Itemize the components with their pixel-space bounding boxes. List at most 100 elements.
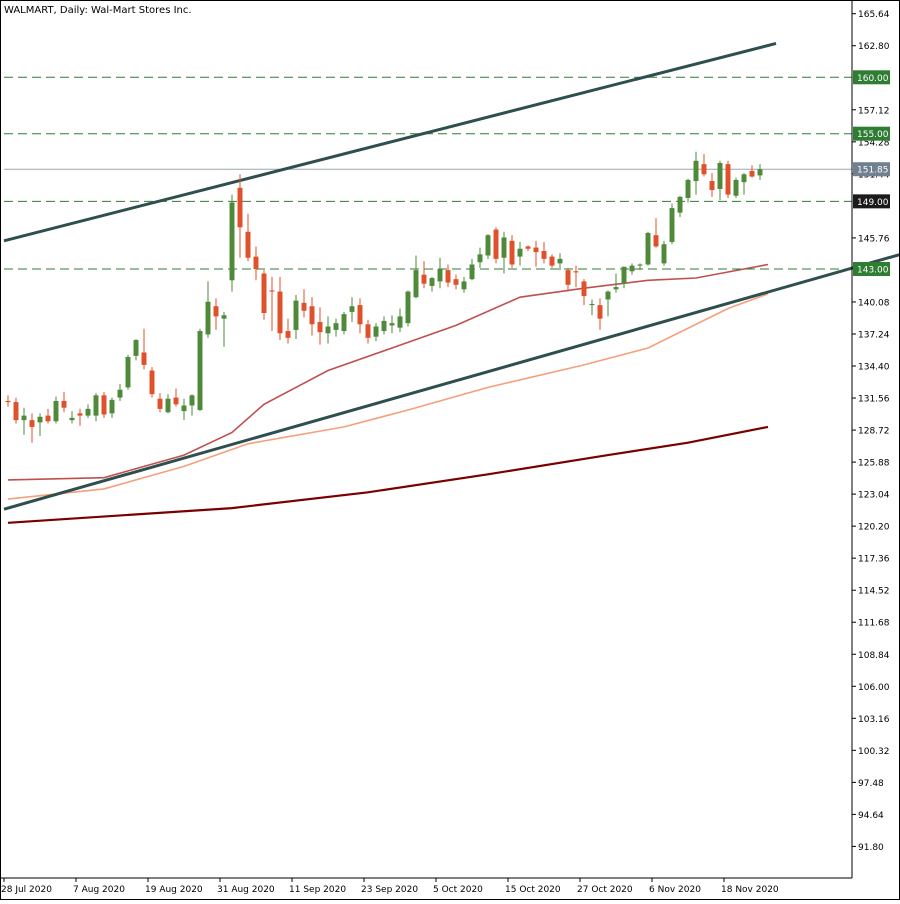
candle-body[interactable]: [317, 322, 323, 333]
candle-body[interactable]: [693, 160, 699, 182]
candle-body[interactable]: [477, 254, 483, 263]
candle-body[interactable]: [413, 270, 419, 298]
candle-body[interactable]: [93, 395, 99, 416]
candle-body[interactable]: [501, 237, 507, 258]
candle-body[interactable]: [309, 306, 315, 325]
candle-body[interactable]: [181, 405, 187, 412]
candle-body[interactable]: [589, 303, 595, 306]
candle-body[interactable]: [253, 256, 259, 270]
candle-body[interactable]: [445, 270, 451, 283]
candle-body[interactable]: [325, 326, 331, 334]
candle-body[interactable]: [141, 352, 147, 365]
candle-body[interactable]: [341, 314, 347, 332]
candle-body[interactable]: [541, 250, 547, 259]
candle-body[interactable]: [301, 302, 307, 311]
trendline-lower-channel[interactable]: [3, 235, 900, 511]
candle-body[interactable]: [685, 179, 691, 198]
candle-body[interactable]: [669, 208, 675, 242]
candle-body[interactable]: [597, 305, 603, 319]
candle-body[interactable]: [645, 232, 651, 265]
candle-body[interactable]: [29, 420, 35, 427]
candle-body[interactable]: [757, 169, 763, 176]
candle-body[interactable]: [557, 258, 563, 264]
candle-body[interactable]: [517, 248, 523, 257]
candle-body[interactable]: [197, 331, 203, 410]
candle-body[interactable]: [749, 170, 755, 177]
candle-body[interactable]: [733, 179, 739, 196]
candle-body[interactable]: [533, 247, 539, 253]
candle-body[interactable]: [549, 256, 555, 266]
candle-body[interactable]: [213, 306, 219, 317]
candle-body[interactable]: [101, 395, 107, 415]
candle-body[interactable]: [661, 244, 667, 264]
candle-body[interactable]: [741, 174, 747, 183]
candle-body[interactable]: [405, 291, 411, 324]
candle-body[interactable]: [421, 274, 427, 284]
candle-body[interactable]: [5, 400, 11, 403]
candle-body[interactable]: [117, 389, 123, 398]
candle-body[interactable]: [173, 397, 179, 405]
candle-body[interactable]: [189, 395, 195, 406]
candle-body[interactable]: [229, 202, 235, 281]
candle-body[interactable]: [277, 291, 283, 334]
candle-body[interactable]: [653, 235, 659, 247]
candle-body[interactable]: [509, 240, 515, 265]
candle-body[interactable]: [109, 399, 115, 414]
candle-body[interactable]: [333, 323, 339, 330]
candle-body[interactable]: [717, 163, 723, 189]
candle-body[interactable]: [261, 273, 267, 314]
candle-body[interactable]: [349, 306, 355, 312]
candle-body[interactable]: [61, 400, 67, 408]
candle-body[interactable]: [437, 269, 443, 282]
candle-body[interactable]: [637, 264, 643, 266]
candle-body[interactable]: [245, 231, 251, 258]
candle-body[interactable]: [613, 287, 619, 290]
candle-body[interactable]: [13, 402, 19, 421]
level-tag-143.00: 143.00: [857, 266, 889, 276]
candle-body[interactable]: [485, 235, 491, 256]
candle-body[interactable]: [629, 265, 635, 272]
candle-body[interactable]: [397, 316, 403, 328]
candle-body[interactable]: [133, 340, 139, 356]
candle-body[interactable]: [461, 281, 467, 290]
candle-body[interactable]: [77, 413, 83, 416]
candle-body[interactable]: [157, 398, 163, 409]
candle-body[interactable]: [21, 415, 27, 421]
candle-body[interactable]: [237, 187, 243, 228]
candle-body[interactable]: [125, 356, 131, 388]
candle-body[interactable]: [365, 324, 371, 338]
candle-body[interactable]: [621, 266, 627, 284]
candle-body[interactable]: [285, 331, 291, 338]
candle-body[interactable]: [149, 370, 155, 395]
candle-body[interactable]: [429, 278, 435, 286]
candle-body[interactable]: [469, 264, 475, 280]
y-tick-label: 123.04: [858, 491, 890, 501]
candle-body[interactable]: [269, 290, 275, 292]
trendline-upper-channel[interactable]: [3, 42, 777, 243]
candle-body[interactable]: [701, 164, 707, 175]
candle-body[interactable]: [565, 270, 571, 285]
candle-body[interactable]: [357, 305, 363, 325]
candle-body[interactable]: [373, 326, 379, 337]
candle-body[interactable]: [573, 271, 579, 273]
candle-body[interactable]: [709, 181, 715, 191]
candle-body[interactable]: [53, 400, 59, 422]
candle-body[interactable]: [37, 416, 43, 423]
candle-body[interactable]: [45, 415, 51, 422]
candle-body[interactable]: [725, 164, 731, 195]
candle-body[interactable]: [381, 320, 387, 332]
candle-body[interactable]: [493, 229, 499, 259]
candle-body[interactable]: [453, 279, 459, 285]
candle-body[interactable]: [581, 281, 587, 297]
candle-body[interactable]: [389, 323, 395, 326]
candle-body[interactable]: [677, 196, 683, 213]
candle-body[interactable]: [525, 246, 531, 249]
candle-body[interactable]: [605, 291, 611, 300]
candle-body[interactable]: [293, 300, 299, 330]
candle-body[interactable]: [69, 417, 75, 421]
candle-body[interactable]: [85, 408, 91, 416]
candle-body[interactable]: [165, 398, 171, 413]
candle-body[interactable]: [205, 301, 211, 335]
candle-body[interactable]: [221, 315, 227, 319]
